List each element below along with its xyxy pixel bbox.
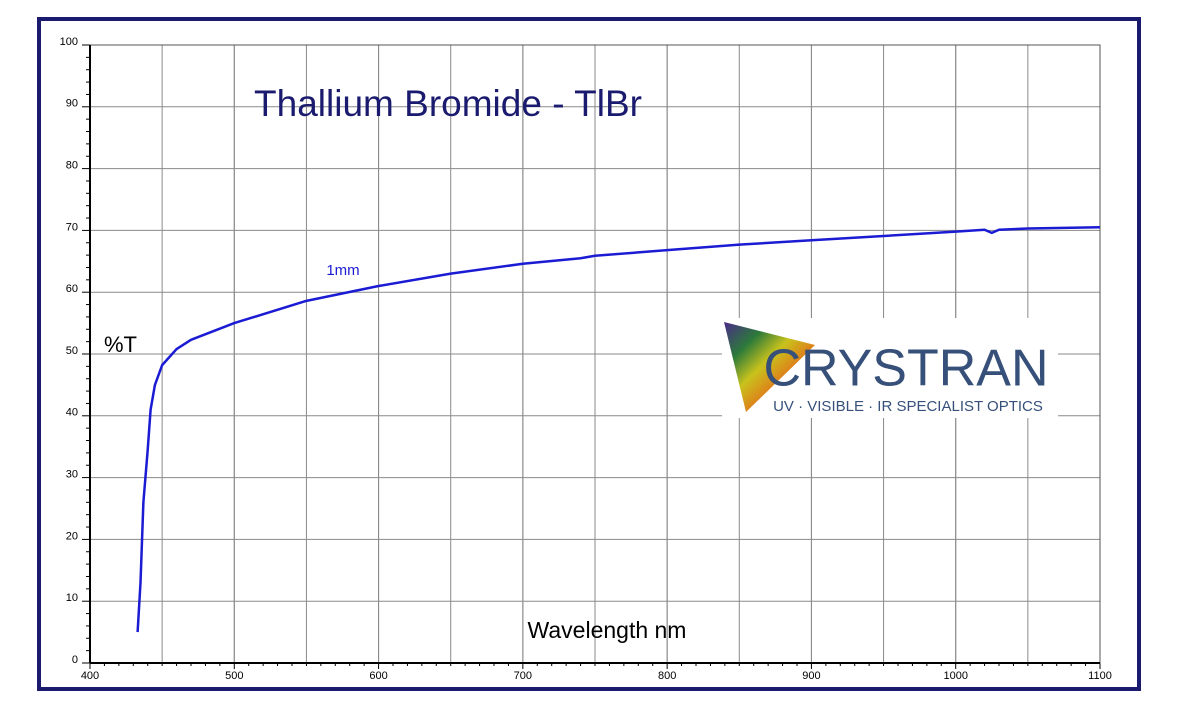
- logo-name: CRYSTRAN: [763, 340, 1048, 398]
- x-tick-label: 900: [802, 670, 820, 682]
- logo-tagline: UV · VISIBLE · IR SPECIALIST OPTICS: [773, 398, 1043, 415]
- x-tick-label: 600: [369, 670, 387, 682]
- x-tick-label: 1000: [943, 670, 967, 682]
- y-tick-label: 50: [66, 345, 78, 357]
- y-tick-label: 20: [66, 530, 78, 542]
- y-tick-label: 100: [60, 36, 78, 48]
- logo: CRYSTRAN UV · VISIBLE · IR SPECIALIST OP…: [722, 318, 1058, 418]
- x-tick-label: 700: [514, 670, 532, 682]
- y-tick-label: 60: [66, 283, 78, 295]
- y-tick-label: 40: [66, 407, 78, 419]
- y-tick-label: 80: [66, 160, 78, 172]
- x-tick-label: 400: [81, 670, 99, 682]
- y-tick-label: 90: [66, 98, 78, 110]
- x-tick-label: 800: [658, 670, 676, 682]
- x-tick-label: 1100: [1088, 670, 1112, 682]
- data-line: [136, 226, 1101, 633]
- x-tick-label: 500: [225, 670, 243, 682]
- logo-triangle: [724, 322, 815, 412]
- chart-title: Thallium Bromide - TlBr: [254, 83, 642, 124]
- y-tick-label: 30: [66, 469, 78, 481]
- y-tick-label: 10: [66, 592, 78, 604]
- y-tick-label: 70: [66, 221, 78, 233]
- annotation: 1mm: [326, 262, 359, 279]
- x-axis-label: Wavelength nm: [528, 617, 687, 643]
- y-axis-label: %T: [104, 332, 137, 357]
- y-tick-label: 0: [72, 654, 78, 666]
